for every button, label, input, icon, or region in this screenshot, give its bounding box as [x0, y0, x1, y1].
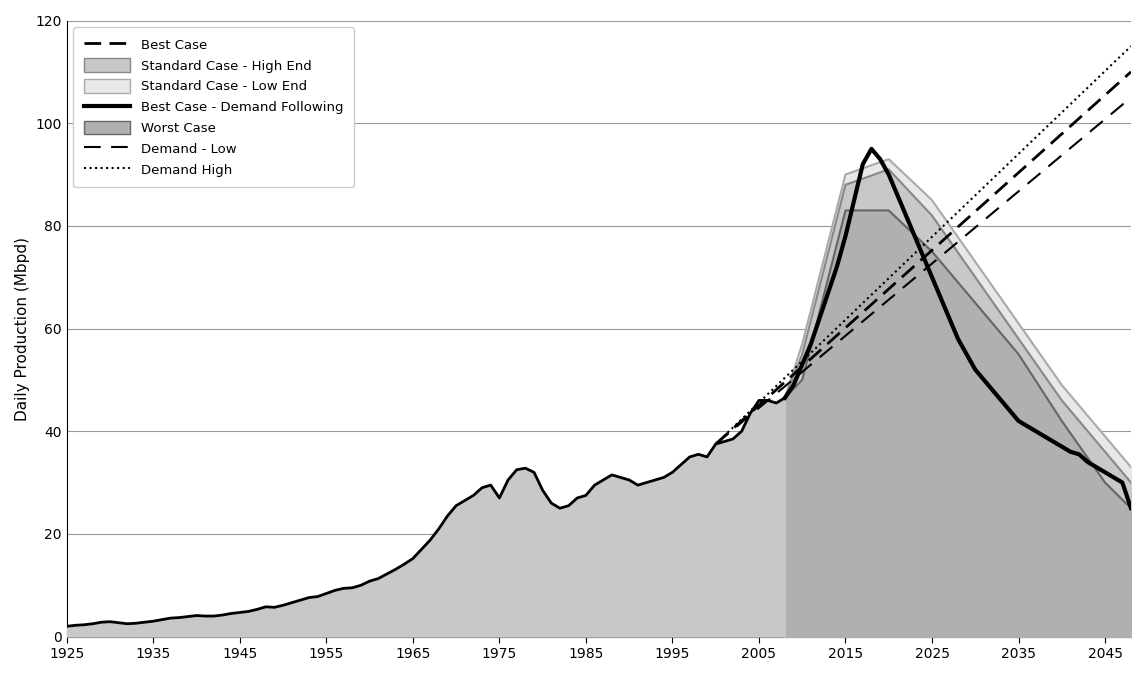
- Legend: Best Case, Standard Case - High End, Standard Case - Low End, Best Case - Demand: Best Case, Standard Case - High End, Sta…: [73, 27, 354, 187]
- Y-axis label: Daily Production (Mbpd): Daily Production (Mbpd): [15, 237, 30, 420]
